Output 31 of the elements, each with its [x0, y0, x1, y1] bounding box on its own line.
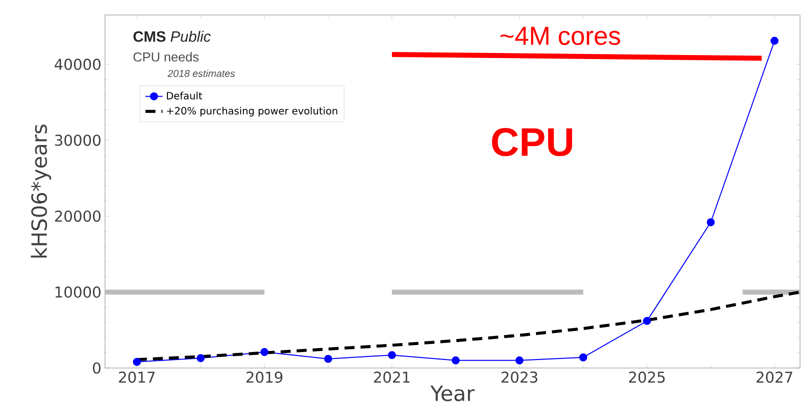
x-tick-label: 2017 [118, 372, 155, 383]
annotation: 2018 estimates [168, 70, 235, 78]
annotation: CPU [492, 128, 572, 156]
legend-label: +20% purchasing power evolution [167, 106, 338, 116]
x-axis-title: Year [430, 386, 475, 402]
point [642, 316, 651, 325]
annotation: ~4M cores [500, 26, 620, 46]
y-tick-label: 10000 [56, 286, 100, 298]
y-tick-label: 40000 [54, 58, 100, 70]
y-tick-label: 30000 [55, 134, 100, 146]
text: CPU needs [134, 52, 199, 62]
x-tick-label: 2027 [756, 372, 792, 383]
point [260, 348, 268, 356]
y-tick-label: 0 [92, 362, 100, 374]
point [324, 354, 332, 363]
x-tick-label: 2019 [246, 372, 282, 383]
y-tick-label: 20000 [55, 210, 100, 222]
point [515, 356, 524, 364]
y-axis-title: kHS06*years [30, 124, 52, 258]
point [579, 353, 588, 362]
point [770, 36, 779, 45]
x-tick-label: 2025 [629, 372, 665, 383]
x-tick-label: 2023 [502, 372, 538, 383]
legend-label: Default [166, 92, 202, 100]
point [452, 356, 460, 364]
x-tick-label: 2021 [374, 372, 410, 383]
point [196, 354, 205, 362]
point [388, 351, 396, 360]
point [706, 218, 715, 226]
point [132, 358, 141, 366]
text: CMS Public [133, 30, 211, 42]
